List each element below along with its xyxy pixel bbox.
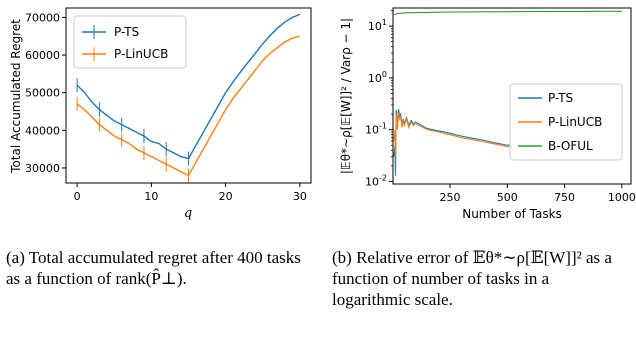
y-tick-label: 50000 [25, 87, 60, 100]
x-tick-label: 1000 [608, 191, 636, 204]
regret-y-axis-label: Total Accumulated Regret [9, 19, 23, 174]
caption-a: (a) Total accumulated regret after 400 t… [6, 248, 301, 288]
relative-error-x-axis-label: Number of Tasks [462, 207, 562, 221]
series-line-b-oful [393, 10, 622, 16]
relative-error-legend: P-TS P-LinUCB B-OFUL [509, 83, 623, 161]
legend-label: P-LinUCB [548, 115, 602, 129]
regret-x-axis-label: q [184, 206, 192, 221]
x-tick-label: 30 [293, 190, 307, 203]
y-tick-label: 30000 [25, 162, 60, 175]
y-tick-label: 40000 [25, 124, 60, 137]
y-tick-label: 100 [368, 70, 387, 85]
y-tick-label: 10-2 [365, 173, 387, 188]
x-tick-label: 10 [144, 190, 158, 203]
x-tick-label: 0 [74, 190, 81, 203]
legend-label: P-TS [114, 25, 139, 39]
regret-legend: P-TS P-LinUCB [73, 15, 187, 69]
y-tick-label: 70000 [25, 11, 60, 24]
x-tick-label: 500 [497, 191, 518, 204]
figure-plots: 0 10 20 30 30000 40000 50000 60000 70000 Total A… [9, 7, 636, 221]
relative-error-plot-frame [392, 7, 632, 185]
legend-label: P-LinUCB [114, 47, 168, 61]
y-tick-label: 10-1 [365, 122, 387, 137]
relative-error-y-axis-label: |𝔼θ*∼ρ[𝔼[W]]² / Varρ − 1| [339, 18, 353, 174]
regret-chart: 0 10 20 30 30000 40000 50000 60000 70000 Total A… [9, 7, 312, 221]
caption-b: (b) Relative error of 𝔼θ*∼ρ[𝔼[W]]² as a … [332, 248, 612, 309]
regret-plot-frame [65, 7, 312, 184]
regret-legend-box [73, 15, 187, 69]
regret-series [76, 13, 301, 183]
x-tick-label: 20 [219, 190, 233, 203]
x-tick-label: 750 [554, 191, 575, 204]
y-tick-label: 60000 [25, 49, 60, 62]
relative-error-legend-box [509, 83, 623, 161]
y-tick-label: 101 [368, 18, 387, 33]
legend-label: B-OFUL [548, 139, 593, 153]
x-tick-label: 250 [440, 191, 461, 204]
legend-label: P-TS [548, 91, 573, 105]
relative-error-chart: 250 500 750 1000 101 100 10-1 10-2 |𝔼θ*∼ρ[𝔼[W]]… [339, 7, 636, 221]
regret-ticks: 0 10 20 30 30000 40000 50000 60000 70000 [25, 11, 307, 203]
